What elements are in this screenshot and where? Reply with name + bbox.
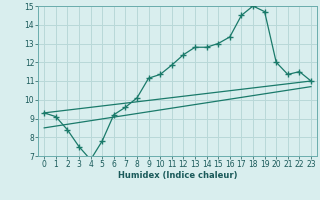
X-axis label: Humidex (Indice chaleur): Humidex (Indice chaleur) (118, 171, 237, 180)
